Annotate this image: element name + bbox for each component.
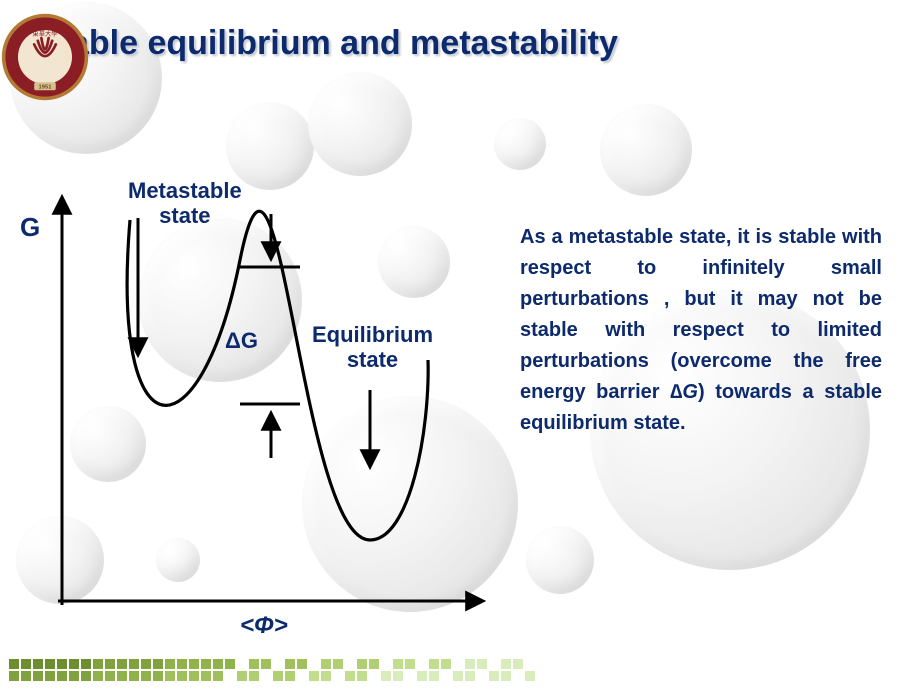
svg-text:東華大學: 東華大學 — [32, 28, 57, 37]
energy-curve — [127, 211, 428, 540]
diagram-area: G Metastable state Equilibrium state ΔG … — [0, 0, 920, 690]
university-logo: DONGHUA 1951 東華大學 — [0, 12, 90, 102]
footer-pattern — [8, 658, 536, 682]
slide-title: Stable equilibrium and metastability — [36, 24, 618, 63]
svg-text:1951: 1951 — [38, 85, 52, 91]
energy-diagram — [0, 0, 920, 690]
